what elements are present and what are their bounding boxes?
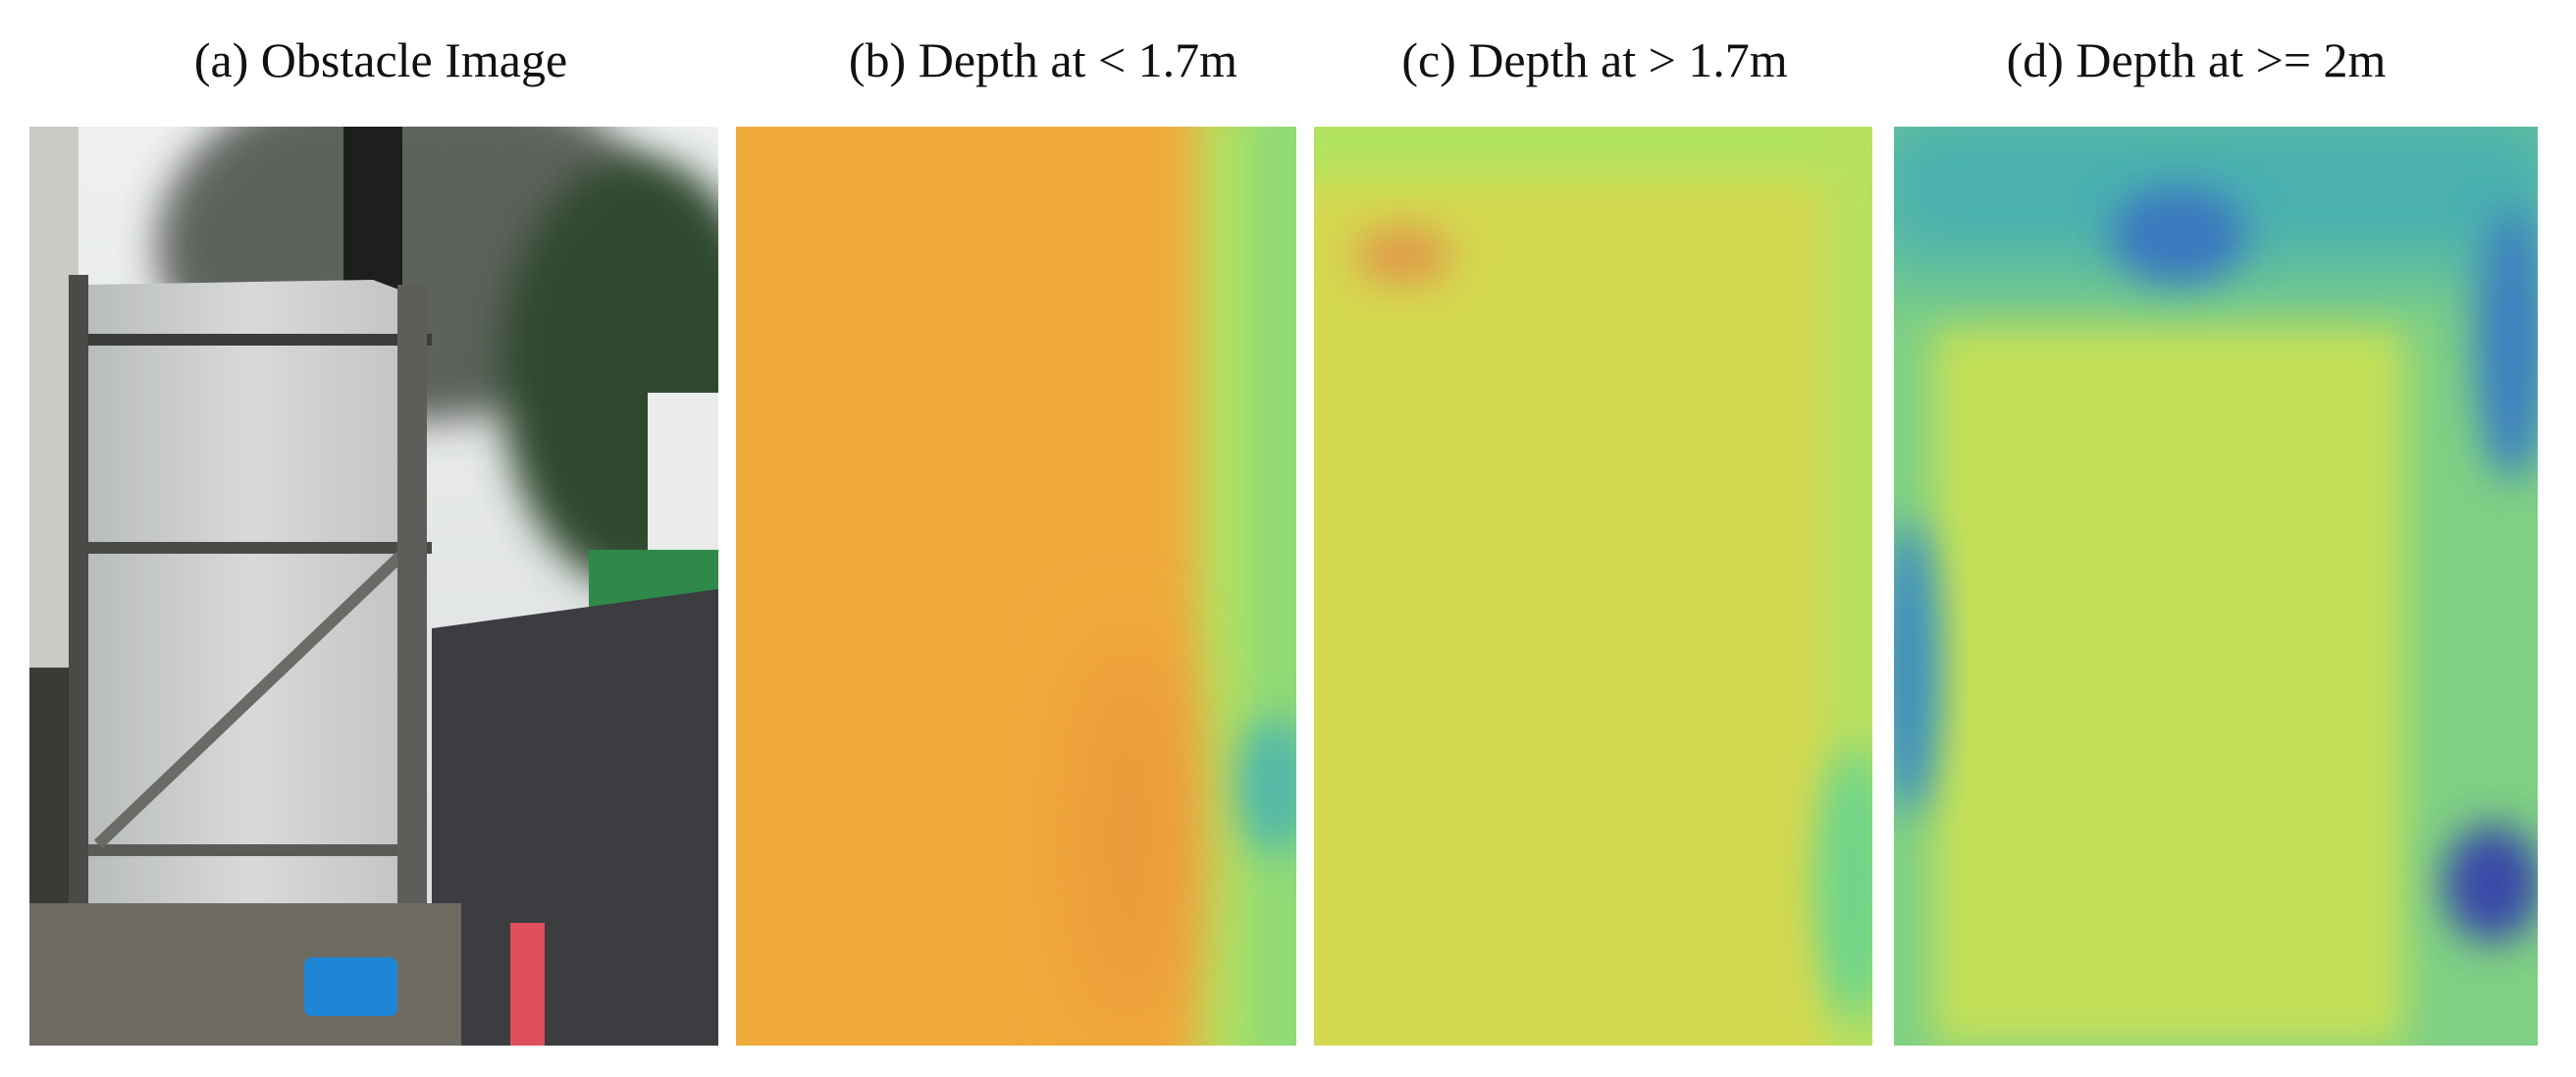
panel-caption: (d) Depth at >= 2m bbox=[2007, 32, 2387, 87]
panel-caption: (a) Obstacle Image bbox=[194, 32, 567, 87]
panel-caption: (b) Depth at < 1.7m bbox=[849, 32, 1237, 87]
depth-map bbox=[1894, 127, 2538, 1046]
obstacle-photo bbox=[29, 127, 718, 1046]
depth-map bbox=[736, 127, 1296, 1046]
panel-caption: (c) Depth at > 1.7m bbox=[1401, 32, 1787, 87]
depth-map bbox=[1314, 127, 1872, 1046]
